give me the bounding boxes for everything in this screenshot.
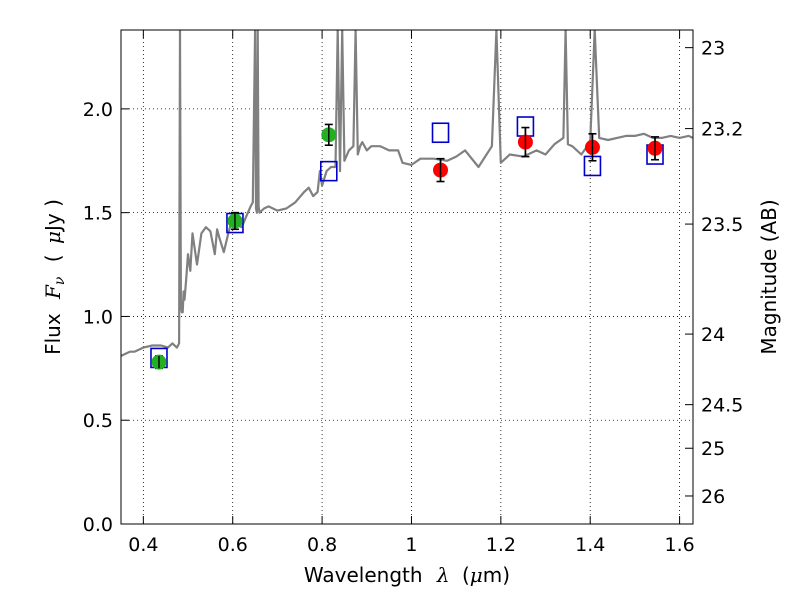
y2-tick-label: 26 (701, 486, 725, 508)
y2-axis-label: Magnitude (AB) (757, 199, 781, 354)
x-tick-label: 1.6 (664, 534, 694, 556)
y-tick-label: 0.5 (83, 410, 113, 432)
y2-tick-label: 24.5 (701, 395, 743, 417)
y-axis-label: Flux Fν ( μJy ) (41, 199, 69, 355)
axis-ticks: 0.4 0.6 0.8 1 1.2 1.4 1.6 0.0 0.5 1.0 1.5 2.0 23 23.2… (83, 30, 743, 556)
x-axis-label-unit-open: ( (462, 563, 470, 587)
x-tick-label: 1.2 (486, 534, 516, 556)
y2-tick-label: 23.2 (701, 119, 743, 141)
photometry-points (150, 116, 664, 370)
x-axis-label: Wavelength λ (μm) (304, 563, 510, 587)
y-axis-label-subscript: ν (52, 276, 68, 285)
template-spectrum-line (121, 30, 693, 357)
y2-tick-label: 25 (701, 438, 725, 460)
x-tick-label: 1.4 (575, 534, 605, 556)
y-tick-label: 1.0 (83, 306, 113, 328)
y-tick-label: 0.0 (83, 514, 113, 536)
x-axis-label-symbol: λ (436, 563, 450, 587)
x-axis-label-unit-mu: μ (470, 563, 483, 587)
y2-tick-label: 23 (701, 38, 725, 60)
y-axis-label-symbol: F (41, 284, 65, 300)
y-axis-label-unit-mu: μ (41, 231, 65, 244)
y-axis-label-unit-open: ( (41, 254, 65, 262)
x-axis-label-text: Wavelength (304, 563, 423, 587)
x-tick-label: 1 (405, 534, 417, 556)
x-tick-label: 0.6 (218, 534, 248, 556)
model-flux-box (431, 122, 450, 144)
y2-tick-label: 24 (701, 324, 725, 346)
y-tick-label: 2.0 (83, 99, 113, 121)
x-axis-label-unit-rest: m) (483, 563, 510, 587)
plot-frame (120, 29, 694, 525)
template-spectrum (121, 30, 693, 357)
y-axis-label-unit-rest: Jy ) (41, 199, 65, 233)
grid-lines (121, 30, 693, 525)
y-axis-label-text: Flux (41, 313, 65, 355)
model-flux-box (319, 160, 338, 182)
x-tick-label: 0.8 (307, 534, 337, 556)
x-tick-label: 0.4 (128, 534, 158, 556)
y2-tick-label: 23.5 (701, 214, 743, 236)
y-tick-label: 1.5 (83, 203, 113, 225)
